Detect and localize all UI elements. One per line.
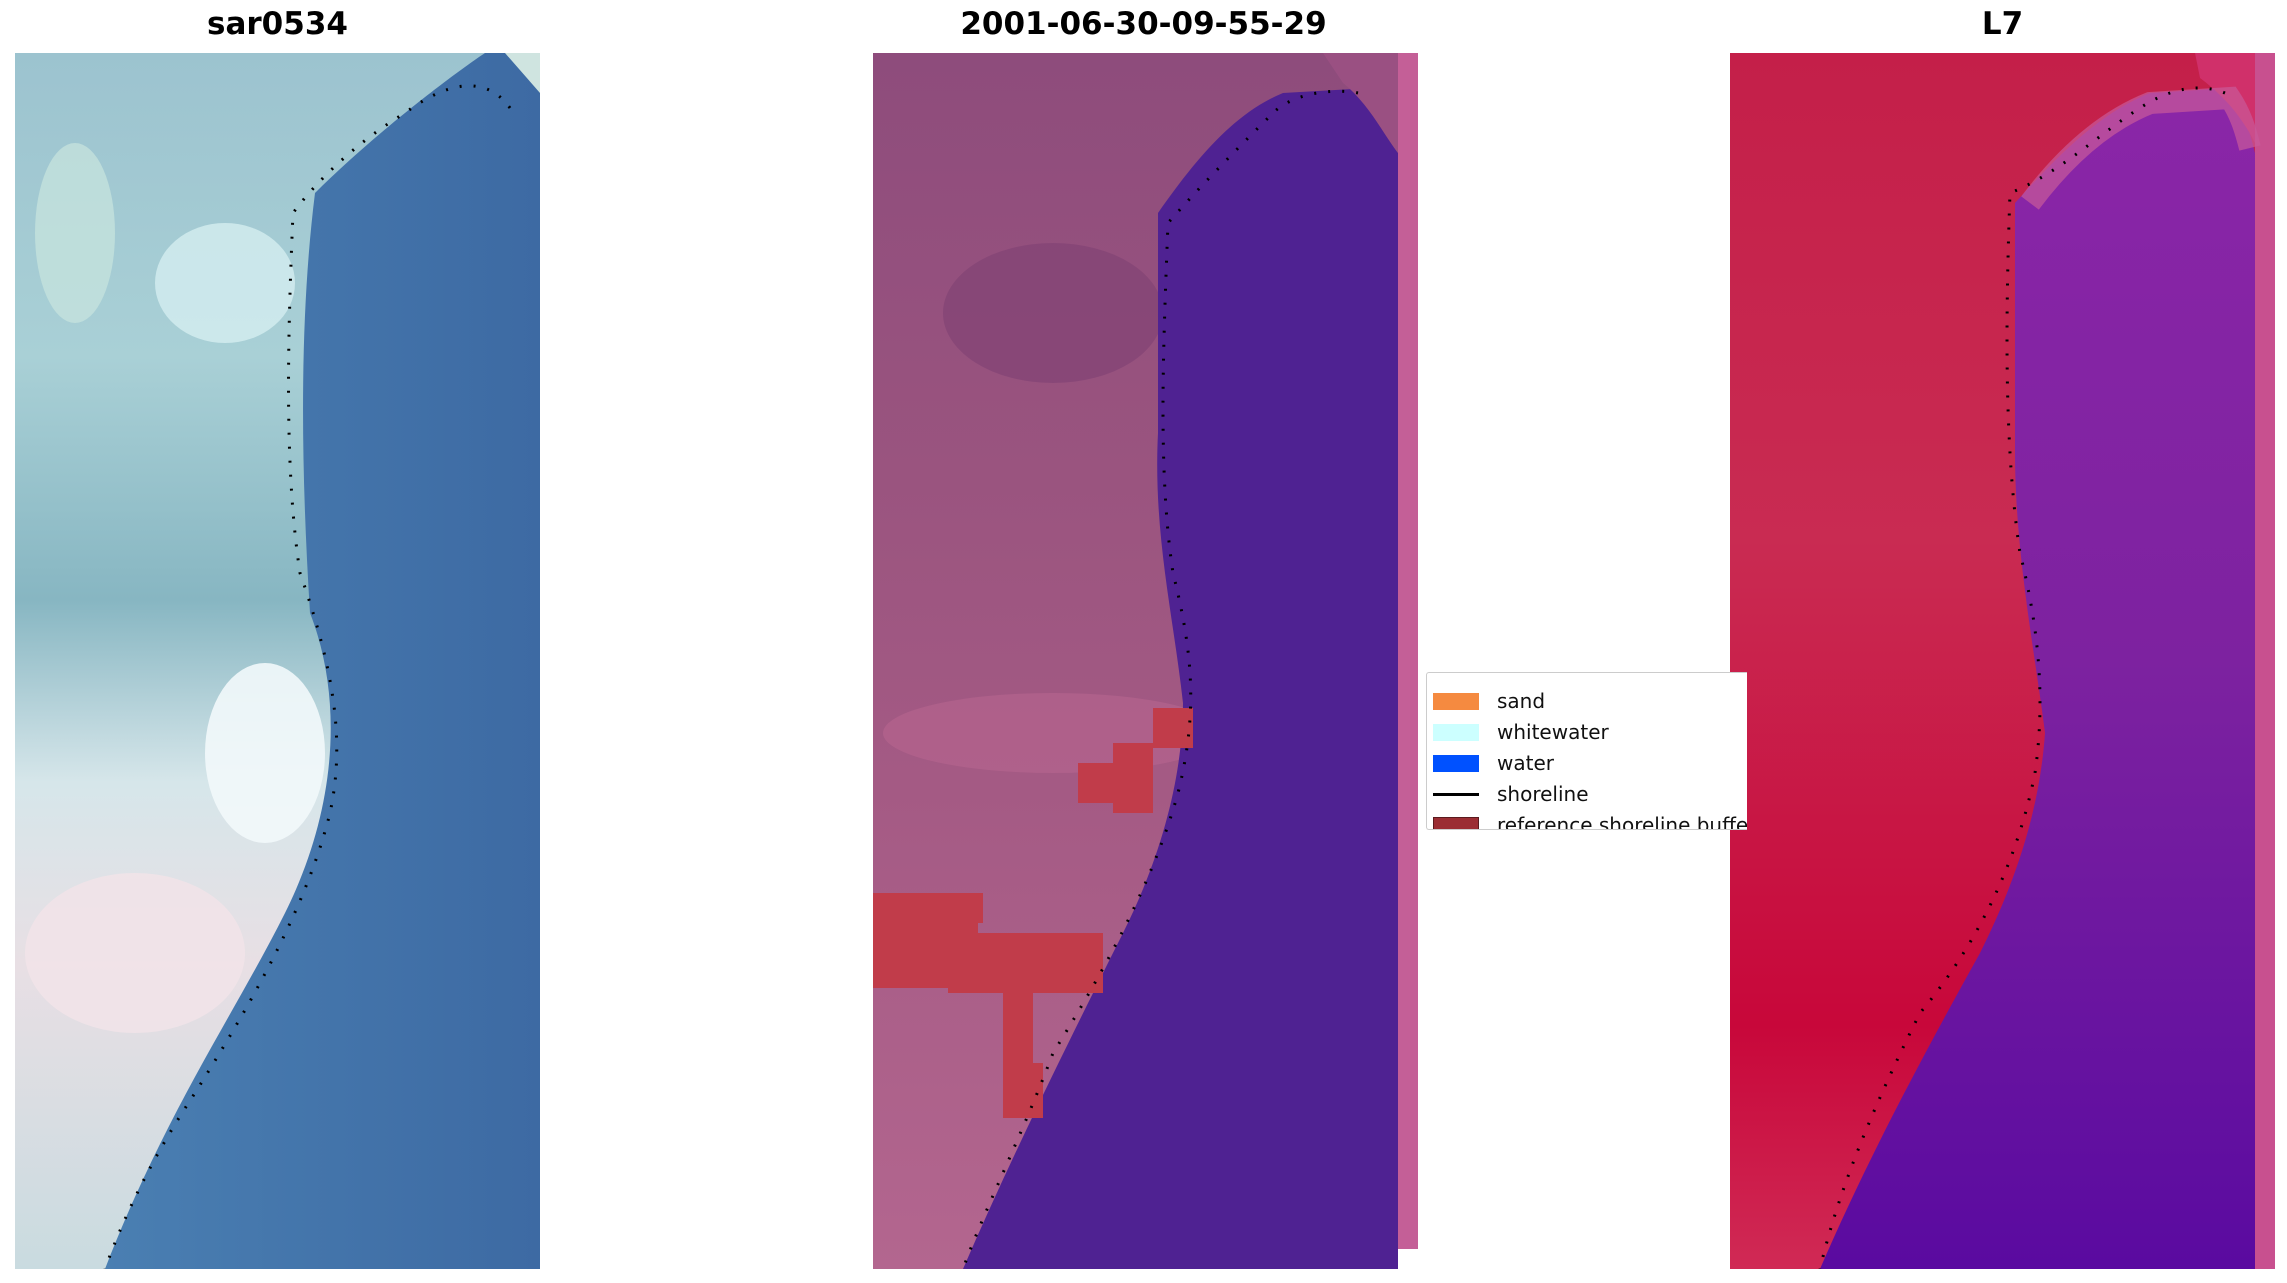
legend-swatch-water xyxy=(1433,754,1479,772)
image-panel-sar0534 xyxy=(15,53,540,1269)
legend-swatch-sand xyxy=(1433,692,1479,710)
index-image xyxy=(1730,53,2275,1269)
legend-label-shoreline: shoreline xyxy=(1497,782,1589,806)
legend-label-sand: sand xyxy=(1497,689,1546,713)
image-panel-classification xyxy=(873,53,1418,1269)
legend-label-whitewater: whitewater xyxy=(1497,720,1609,744)
panel-title-1: sar0534 xyxy=(207,6,348,42)
legend-item-shoreline: shoreline xyxy=(1433,781,1589,807)
sar-rgb-image xyxy=(15,53,540,1269)
panel-title-2: 2001-06-30-09-55-29 xyxy=(960,6,1327,42)
legend-label-water: water xyxy=(1497,751,1554,775)
legend: sand whitewater water shoreline referenc… xyxy=(1426,672,1747,830)
classification-image xyxy=(873,53,1418,1269)
image-panel-l7 xyxy=(1730,53,2275,1269)
shoreline-dots-3 xyxy=(1818,86,2226,1269)
legend-swatch-reference-buffer xyxy=(1433,816,1479,829)
legend-label-reference-buffer: reference shoreline buffer xyxy=(1497,813,1747,830)
panel-title-3: L7 xyxy=(1981,6,2024,42)
legend-item-water: water xyxy=(1433,750,1554,776)
legend-item-sand: sand xyxy=(1433,688,1545,714)
legend-line-shoreline xyxy=(1433,792,1479,796)
legend-item-whitewater: whitewater xyxy=(1433,719,1609,745)
reference-buffer-patches xyxy=(873,708,1193,1118)
legend-swatch-whitewater xyxy=(1433,723,1479,741)
legend-item-reference-buffer: reference shoreline buffer xyxy=(1433,812,1747,830)
shoreline-dots-1 xyxy=(103,84,512,1269)
